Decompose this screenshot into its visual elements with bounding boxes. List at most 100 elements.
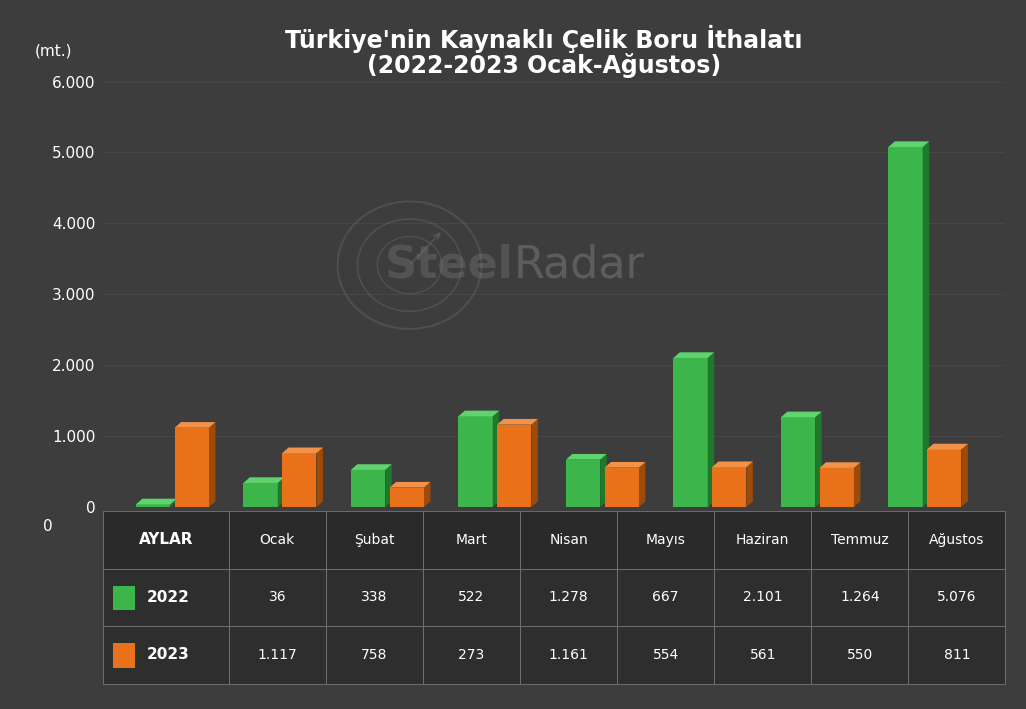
FancyBboxPatch shape — [908, 569, 1005, 626]
Polygon shape — [170, 498, 176, 507]
FancyBboxPatch shape — [812, 626, 908, 683]
Polygon shape — [673, 352, 714, 358]
Polygon shape — [712, 462, 753, 467]
Text: Ağustos: Ağustos — [930, 532, 985, 547]
Text: 758: 758 — [361, 648, 388, 662]
Text: Temmuz: Temmuz — [831, 532, 889, 547]
Polygon shape — [390, 488, 424, 507]
Polygon shape — [708, 352, 714, 507]
FancyBboxPatch shape — [908, 626, 1005, 683]
FancyBboxPatch shape — [326, 569, 423, 626]
FancyBboxPatch shape — [229, 626, 326, 683]
Text: 554: 554 — [653, 648, 679, 662]
Polygon shape — [604, 468, 639, 507]
Polygon shape — [174, 422, 215, 428]
Polygon shape — [316, 447, 323, 507]
Polygon shape — [386, 464, 392, 507]
Polygon shape — [854, 462, 861, 507]
Text: 5.076: 5.076 — [937, 591, 977, 604]
Text: 273: 273 — [459, 648, 484, 662]
Polygon shape — [390, 482, 431, 488]
Text: 1.264: 1.264 — [840, 591, 879, 604]
Text: 2022: 2022 — [147, 590, 190, 605]
Text: Nisan: Nisan — [549, 532, 588, 547]
Text: Ocak: Ocak — [260, 532, 295, 547]
FancyBboxPatch shape — [326, 626, 423, 683]
Text: 561: 561 — [750, 648, 776, 662]
Polygon shape — [600, 454, 606, 507]
FancyBboxPatch shape — [103, 626, 229, 683]
FancyBboxPatch shape — [113, 586, 135, 610]
FancyBboxPatch shape — [520, 626, 618, 683]
FancyBboxPatch shape — [423, 569, 520, 626]
Text: Mart: Mart — [456, 532, 487, 547]
FancyBboxPatch shape — [103, 511, 229, 569]
Polygon shape — [747, 462, 753, 507]
FancyBboxPatch shape — [618, 626, 714, 683]
FancyBboxPatch shape — [714, 626, 812, 683]
Polygon shape — [424, 482, 431, 507]
Text: 522: 522 — [459, 591, 484, 604]
FancyBboxPatch shape — [618, 511, 714, 569]
FancyBboxPatch shape — [812, 569, 908, 626]
Polygon shape — [282, 453, 316, 507]
Polygon shape — [673, 358, 708, 507]
Text: 1.117: 1.117 — [258, 648, 298, 662]
Polygon shape — [492, 411, 500, 507]
Polygon shape — [531, 419, 538, 507]
Polygon shape — [459, 411, 500, 416]
FancyBboxPatch shape — [103, 569, 229, 626]
Text: Şubat: Şubat — [354, 532, 395, 547]
Polygon shape — [209, 422, 215, 507]
Polygon shape — [639, 462, 645, 507]
Text: Haziran: Haziran — [736, 532, 789, 547]
Polygon shape — [781, 412, 822, 418]
Text: Türkiye'nin Kaynaklı Çelik Boru İthalatı: Türkiye'nin Kaynaklı Çelik Boru İthalatı — [285, 25, 802, 53]
Text: 0: 0 — [43, 519, 53, 534]
Polygon shape — [459, 416, 492, 507]
FancyBboxPatch shape — [714, 511, 812, 569]
Polygon shape — [135, 504, 170, 507]
FancyBboxPatch shape — [229, 569, 326, 626]
Polygon shape — [566, 454, 606, 459]
Polygon shape — [135, 498, 176, 504]
Polygon shape — [889, 147, 922, 507]
Text: 338: 338 — [361, 591, 388, 604]
Polygon shape — [604, 462, 645, 468]
Polygon shape — [243, 477, 284, 483]
FancyBboxPatch shape — [113, 644, 135, 668]
Polygon shape — [781, 418, 816, 507]
Polygon shape — [566, 459, 600, 507]
Polygon shape — [922, 141, 930, 507]
Text: Mayıs: Mayıs — [645, 532, 685, 547]
Polygon shape — [497, 419, 538, 425]
Polygon shape — [351, 470, 386, 507]
Text: Steel: Steel — [385, 244, 513, 286]
Polygon shape — [497, 425, 531, 507]
Polygon shape — [820, 468, 854, 507]
FancyBboxPatch shape — [908, 511, 1005, 569]
Text: 811: 811 — [944, 648, 971, 662]
Polygon shape — [928, 450, 961, 507]
FancyBboxPatch shape — [423, 626, 520, 683]
FancyBboxPatch shape — [229, 511, 326, 569]
Text: (2022-2023 Ocak-Ağustos): (2022-2023 Ocak-Ağustos) — [366, 53, 721, 78]
FancyBboxPatch shape — [812, 511, 908, 569]
Polygon shape — [351, 464, 392, 470]
Text: 36: 36 — [269, 591, 286, 604]
FancyBboxPatch shape — [520, 569, 618, 626]
Text: AYLAR: AYLAR — [139, 532, 193, 547]
Polygon shape — [712, 467, 747, 507]
Text: 1.161: 1.161 — [549, 648, 589, 662]
Polygon shape — [816, 412, 822, 507]
FancyBboxPatch shape — [618, 569, 714, 626]
Polygon shape — [174, 428, 209, 507]
Polygon shape — [278, 477, 284, 507]
Polygon shape — [243, 483, 278, 507]
Text: 1.278: 1.278 — [549, 591, 589, 604]
Text: 2023: 2023 — [147, 647, 190, 662]
FancyBboxPatch shape — [326, 511, 423, 569]
Polygon shape — [820, 462, 861, 468]
Text: 550: 550 — [846, 648, 873, 662]
Polygon shape — [961, 444, 968, 507]
